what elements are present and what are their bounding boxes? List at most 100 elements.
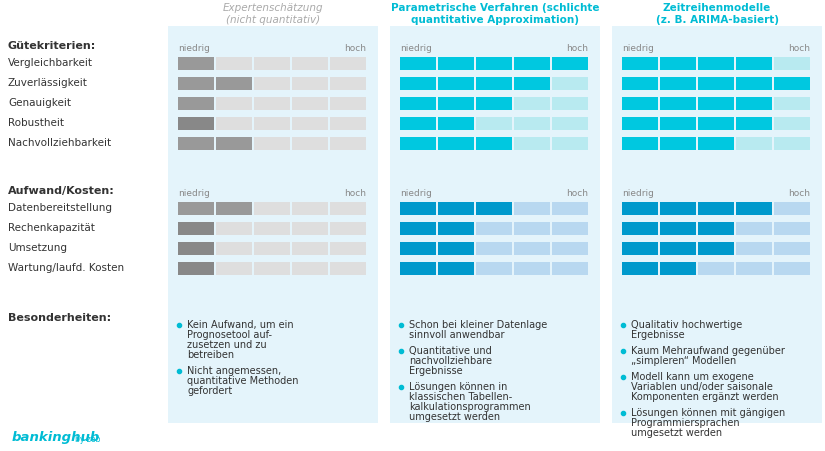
FancyBboxPatch shape bbox=[254, 202, 290, 215]
FancyBboxPatch shape bbox=[216, 202, 252, 215]
FancyBboxPatch shape bbox=[390, 26, 600, 423]
Text: Lösungen können mit gängigen: Lösungen können mit gängigen bbox=[631, 408, 785, 418]
Text: Genauigkeit: Genauigkeit bbox=[8, 98, 71, 108]
FancyBboxPatch shape bbox=[514, 241, 550, 254]
Text: Variablen und/oder saisonale: Variablen und/oder saisonale bbox=[631, 382, 773, 392]
FancyBboxPatch shape bbox=[774, 221, 810, 235]
FancyBboxPatch shape bbox=[552, 56, 588, 69]
FancyBboxPatch shape bbox=[660, 116, 696, 129]
FancyBboxPatch shape bbox=[736, 241, 772, 254]
Text: Datenbereitstellung: Datenbereitstellung bbox=[8, 203, 112, 213]
Text: Besonderheiten:: Besonderheiten: bbox=[8, 313, 111, 323]
FancyBboxPatch shape bbox=[622, 241, 658, 254]
Text: by zeb: by zeb bbox=[75, 436, 101, 445]
FancyBboxPatch shape bbox=[476, 221, 512, 235]
FancyBboxPatch shape bbox=[292, 241, 328, 254]
FancyBboxPatch shape bbox=[254, 241, 290, 254]
FancyBboxPatch shape bbox=[292, 56, 328, 69]
FancyBboxPatch shape bbox=[660, 241, 696, 254]
Text: Rechenkapazität: Rechenkapazität bbox=[8, 223, 95, 233]
Text: Nachvollziehbarkeit: Nachvollziehbarkeit bbox=[8, 138, 111, 148]
Text: hoch: hoch bbox=[344, 189, 366, 198]
FancyBboxPatch shape bbox=[254, 221, 290, 235]
Text: bankinghub: bankinghub bbox=[12, 431, 101, 443]
FancyBboxPatch shape bbox=[552, 137, 588, 149]
FancyBboxPatch shape bbox=[698, 137, 734, 149]
Text: „simpleren“ Modellen: „simpleren“ Modellen bbox=[631, 356, 736, 366]
FancyBboxPatch shape bbox=[736, 202, 772, 215]
FancyBboxPatch shape bbox=[438, 221, 474, 235]
FancyBboxPatch shape bbox=[438, 116, 474, 129]
FancyBboxPatch shape bbox=[698, 56, 734, 69]
Text: hoch: hoch bbox=[788, 189, 810, 198]
FancyBboxPatch shape bbox=[330, 137, 366, 149]
Text: niedrig: niedrig bbox=[400, 189, 431, 198]
FancyBboxPatch shape bbox=[254, 77, 290, 89]
FancyBboxPatch shape bbox=[438, 137, 474, 149]
FancyBboxPatch shape bbox=[254, 97, 290, 110]
FancyBboxPatch shape bbox=[292, 137, 328, 149]
FancyBboxPatch shape bbox=[552, 241, 588, 254]
Text: umgesetzt werden: umgesetzt werden bbox=[631, 428, 722, 438]
FancyBboxPatch shape bbox=[552, 97, 588, 110]
FancyBboxPatch shape bbox=[698, 202, 734, 215]
FancyBboxPatch shape bbox=[476, 116, 512, 129]
Text: Expertenschätzung
(nicht quantitativ): Expertenschätzung (nicht quantitativ) bbox=[223, 3, 323, 25]
FancyBboxPatch shape bbox=[736, 262, 772, 275]
FancyBboxPatch shape bbox=[292, 97, 328, 110]
Text: hoch: hoch bbox=[788, 44, 810, 53]
FancyBboxPatch shape bbox=[622, 77, 658, 89]
FancyBboxPatch shape bbox=[330, 202, 366, 215]
FancyBboxPatch shape bbox=[622, 97, 658, 110]
Text: kalkulationsprogrammen: kalkulationsprogrammen bbox=[409, 402, 530, 412]
FancyBboxPatch shape bbox=[476, 97, 512, 110]
FancyBboxPatch shape bbox=[476, 137, 512, 149]
FancyBboxPatch shape bbox=[514, 202, 550, 215]
FancyBboxPatch shape bbox=[178, 262, 214, 275]
FancyBboxPatch shape bbox=[330, 56, 366, 69]
FancyBboxPatch shape bbox=[438, 77, 474, 89]
FancyBboxPatch shape bbox=[774, 202, 810, 215]
FancyBboxPatch shape bbox=[254, 56, 290, 69]
FancyBboxPatch shape bbox=[514, 137, 550, 149]
Text: Zeitreihenmodelle
(z. B. ARIMA-basiert): Zeitreihenmodelle (z. B. ARIMA-basiert) bbox=[656, 3, 779, 25]
FancyBboxPatch shape bbox=[292, 77, 328, 89]
FancyBboxPatch shape bbox=[330, 221, 366, 235]
FancyBboxPatch shape bbox=[216, 77, 252, 89]
FancyBboxPatch shape bbox=[438, 241, 474, 254]
FancyBboxPatch shape bbox=[330, 77, 366, 89]
FancyBboxPatch shape bbox=[168, 26, 378, 423]
FancyBboxPatch shape bbox=[178, 221, 214, 235]
FancyBboxPatch shape bbox=[216, 116, 252, 129]
Text: hoch: hoch bbox=[566, 189, 588, 198]
FancyBboxPatch shape bbox=[736, 97, 772, 110]
Text: Nicht angemessen,: Nicht angemessen, bbox=[187, 366, 281, 376]
Text: Zuverlässigkeit: Zuverlässigkeit bbox=[8, 78, 88, 88]
Text: gefordert: gefordert bbox=[187, 386, 233, 396]
FancyBboxPatch shape bbox=[216, 262, 252, 275]
FancyBboxPatch shape bbox=[514, 97, 550, 110]
FancyBboxPatch shape bbox=[216, 97, 252, 110]
FancyBboxPatch shape bbox=[178, 241, 214, 254]
FancyBboxPatch shape bbox=[400, 202, 436, 215]
FancyBboxPatch shape bbox=[622, 137, 658, 149]
FancyBboxPatch shape bbox=[660, 262, 696, 275]
FancyBboxPatch shape bbox=[736, 221, 772, 235]
Text: hoch: hoch bbox=[344, 44, 366, 53]
FancyBboxPatch shape bbox=[514, 56, 550, 69]
FancyBboxPatch shape bbox=[660, 56, 696, 69]
FancyBboxPatch shape bbox=[216, 137, 252, 149]
FancyBboxPatch shape bbox=[736, 116, 772, 129]
Text: Aufwand/Kosten:: Aufwand/Kosten: bbox=[8, 186, 115, 196]
Text: quantitative Methoden: quantitative Methoden bbox=[187, 376, 299, 386]
FancyBboxPatch shape bbox=[216, 56, 252, 69]
FancyBboxPatch shape bbox=[774, 241, 810, 254]
FancyBboxPatch shape bbox=[330, 241, 366, 254]
Text: zusetzen und zu: zusetzen und zu bbox=[187, 340, 266, 350]
FancyBboxPatch shape bbox=[622, 262, 658, 275]
Text: klassischen Tabellen-: klassischen Tabellen- bbox=[409, 392, 512, 402]
FancyBboxPatch shape bbox=[438, 97, 474, 110]
FancyBboxPatch shape bbox=[400, 97, 436, 110]
FancyBboxPatch shape bbox=[774, 137, 810, 149]
FancyBboxPatch shape bbox=[254, 262, 290, 275]
